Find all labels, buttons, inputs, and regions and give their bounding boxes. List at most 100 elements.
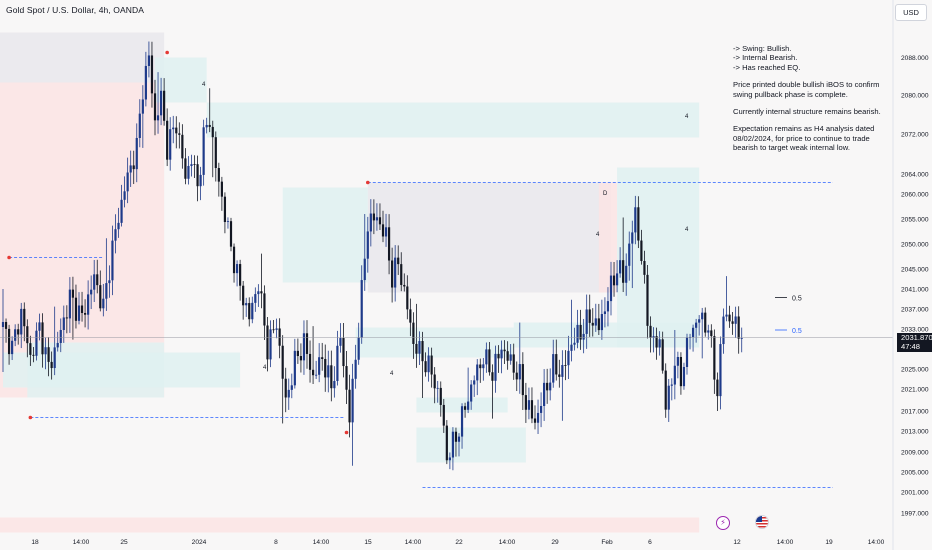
candle-body [497,353,500,359]
candle-body [500,349,503,359]
candle-body [83,313,87,315]
candle-body [108,280,111,284]
candle-body [439,387,442,405]
candle-body [552,354,555,383]
candle-body [673,365,676,385]
candle-body [394,257,397,288]
candle-body [691,327,695,338]
candle-body [482,364,485,369]
price-tick-label: 2080.000 [901,93,929,100]
candle-body [214,137,217,169]
lightning-icon[interactable]: ⚡ [716,516,730,530]
candle-body [658,339,661,348]
candle-body [311,369,315,376]
candle-body [41,322,44,355]
candle-body [570,344,573,351]
candle-body [704,312,707,333]
analysis-notes: -> Swing: Bullish. -> Internal Bearish. … [733,44,893,153]
time-tick-label: 6 [648,539,652,546]
price-tick-label: 2037.000 [901,307,929,314]
zone-teal [617,167,700,348]
candle-body [506,351,509,361]
eq-level-label: 0.5 [792,328,802,335]
candle-body [333,381,336,389]
symbol-title: Gold Spot / U.S. Dollar, 4h, OANDA [6,5,145,15]
price-tick-label: 2017.000 [901,409,929,416]
candle-body [62,317,65,330]
candle-body [561,365,564,377]
candle-body [384,227,388,237]
last-price-tag: 2031.870 47:48 [897,333,932,352]
candle-body [515,372,518,380]
candle-body [524,395,527,410]
candle-body [536,412,540,423]
candle-body [460,406,464,437]
structure-marker: D [603,191,608,197]
candle-body [245,303,248,306]
candle-body [302,333,306,361]
candle-body [573,342,576,345]
candle-body [153,93,157,121]
candle-body [539,405,543,413]
candle-body [293,350,296,386]
bar-countdown: 47:48 [901,342,921,351]
candle-body [260,291,263,294]
candle-body [117,222,120,230]
time-tick-label: 14:00 [405,539,422,546]
candle-body [196,164,199,187]
candle-body [44,347,47,355]
structure-marker: 4 [390,371,394,377]
candle-body [123,191,126,200]
candle-body [728,314,731,322]
candle-body [369,213,372,232]
candle-body [65,317,68,319]
candle-body [232,246,236,274]
price-tick-label: 2072.000 [901,132,929,139]
candle-body [655,336,658,348]
candle-body [710,330,713,337]
candle-body [591,322,594,326]
structure-marker: 4 [596,232,600,238]
price-tick-label: 1997.000 [901,511,929,518]
candle-body [102,298,105,309]
candle-body [661,339,664,371]
note-paragraph: Price printed double bullish iBOS to con… [733,80,880,99]
candle-body [731,321,734,324]
candle-body [159,90,163,116]
candle-body [476,364,479,381]
candle-body [433,374,436,389]
candle-body [582,333,585,340]
candle-body [695,322,698,328]
candle-body [549,382,552,391]
candle-body [409,309,412,323]
currency-button[interactable]: USD [895,4,927,21]
candle-body [564,365,567,366]
candle-body [670,384,673,386]
candle-body [305,333,309,354]
candle-body [533,418,537,423]
candle-body [585,309,588,334]
candle-body [251,302,254,320]
candle-body [1,322,5,327]
candle-body [105,283,108,299]
candle-body [652,336,655,338]
candle-body [527,400,531,410]
candle-body [126,172,129,192]
candle-body [679,356,683,387]
candle-body [226,221,230,223]
candle-body [71,289,75,298]
candle-body [254,294,257,303]
candle-body [278,328,281,346]
candle-body [90,289,93,295]
candle-body [23,308,26,327]
candle-body [318,357,321,375]
candle-body [208,124,211,127]
candle-body [181,134,184,159]
candle-body [594,318,597,326]
candle-body [406,286,409,310]
us-flag-icon[interactable] [755,515,769,529]
candle-body [147,55,151,66]
time-tick-label: Feb [601,539,613,546]
